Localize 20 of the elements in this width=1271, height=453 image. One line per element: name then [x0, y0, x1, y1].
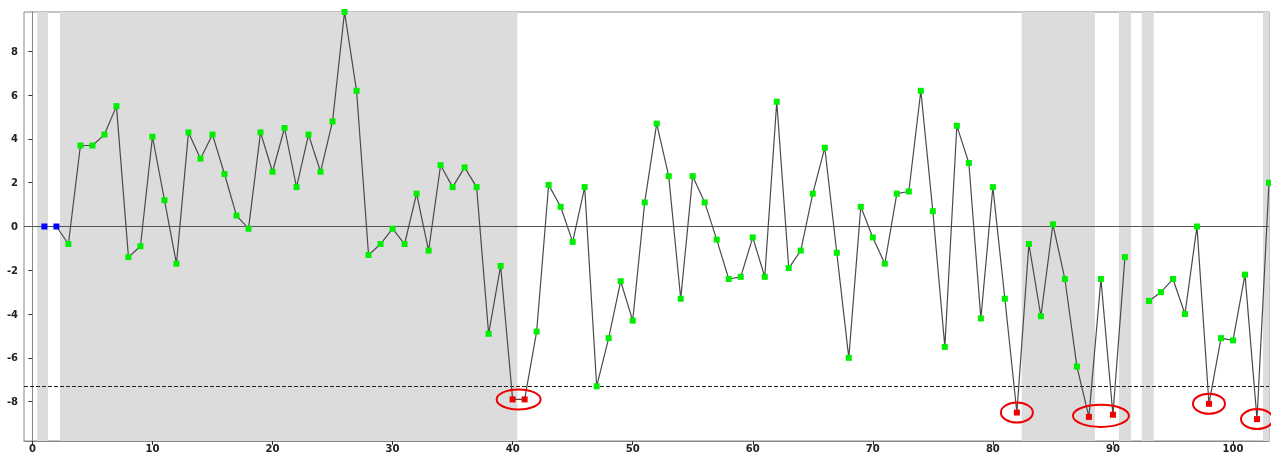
y-tick-label: 4 — [11, 133, 19, 145]
y-tick-label: -4 — [6, 308, 19, 320]
y-tick-label: 8 — [11, 45, 19, 57]
x-tick-label: 50 — [625, 442, 640, 453]
x-tick-label: 20 — [265, 442, 280, 453]
x-tick-label: 0 — [28, 442, 36, 453]
x-tick-label: 30 — [385, 442, 400, 453]
y-tick-label: 6 — [11, 89, 19, 101]
x-tick-label: 80 — [985, 442, 1000, 453]
x-tick-label: 10 — [145, 442, 160, 453]
y-tick-label: 2 — [11, 177, 19, 189]
x-tick-label: 40 — [505, 442, 520, 453]
x-tick-label: 90 — [1105, 442, 1120, 453]
x-tick-label: 100 — [1222, 442, 1244, 453]
x-tick-label: 60 — [745, 442, 760, 453]
y-tick-label: -2 — [6, 264, 19, 276]
x-tick-label: 70 — [865, 442, 880, 453]
y-tick-label: -8 — [6, 396, 19, 408]
y-tick-label: -6 — [6, 352, 19, 364]
y-tick-label: 0 — [11, 221, 19, 232]
